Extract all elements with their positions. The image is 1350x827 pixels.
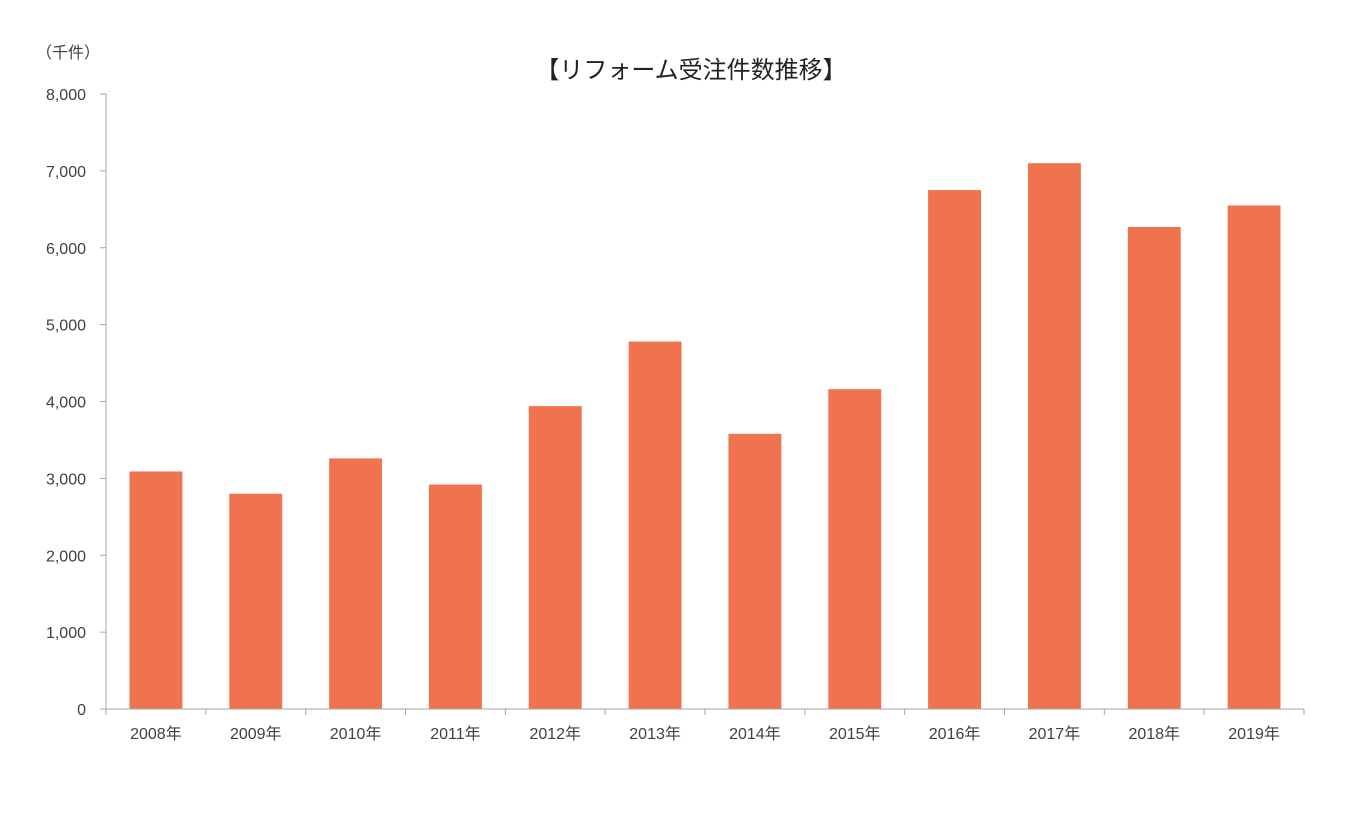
- x-tick-label: 2009年: [230, 725, 282, 743]
- x-tick-label: 2008年: [130, 725, 182, 743]
- bar-2016年: [928, 190, 982, 709]
- bar-2009年: [229, 493, 283, 709]
- x-tick-label: 2017年: [1029, 725, 1081, 743]
- bar-2019年: [1227, 205, 1281, 709]
- bar-2014年: [728, 433, 782, 709]
- x-tick-label: 2012年: [529, 725, 581, 743]
- x-tick-label: 2016年: [929, 725, 981, 743]
- y-tick-label: 1,000: [46, 625, 86, 642]
- x-tick-label: 2013年: [629, 725, 681, 743]
- x-tick-label: 2015年: [829, 725, 881, 743]
- x-tick-label: 2018年: [1128, 725, 1180, 743]
- y-axis-unit-label: （千件）: [36, 43, 100, 62]
- y-axis: 0 1,000 2,000 3,000 4,000 5,000 6,000 7,000 8,00…: [46, 87, 107, 719]
- x-tick-label: 2014年: [729, 725, 781, 743]
- bar-2018年: [1127, 226, 1181, 709]
- y-tick-label: 6,000: [46, 241, 86, 258]
- y-tick-label: 3,000: [46, 471, 86, 488]
- bar-2010年: [329, 458, 383, 709]
- bar-2012年: [528, 406, 582, 709]
- y-tick-label: 2,000: [46, 548, 86, 565]
- bar-2011年: [428, 484, 482, 709]
- y-tick-label: 8,000: [46, 87, 86, 104]
- y-tick-label: 0: [77, 702, 86, 719]
- x-tick-label: 2011年: [430, 725, 480, 743]
- chart-title: 【リフォーム受注件数推移】: [535, 56, 846, 84]
- x-axis: 2008年 2009年 2010年 2011年 2012年 2013年 2014年 2015年…: [105, 708, 1305, 743]
- bar-series: [129, 163, 1281, 709]
- y-tick-label: 7,000: [46, 164, 86, 181]
- bar-2017年: [1027, 163, 1081, 709]
- x-tick-label: 2019年: [1228, 725, 1280, 743]
- y-tick-label: 5,000: [46, 318, 86, 335]
- bar-2015年: [828, 389, 882, 709]
- x-tick-label: 2010年: [330, 725, 382, 743]
- y-tick-label: 4,000: [46, 395, 86, 412]
- bar-2008年: [129, 471, 183, 709]
- bar-2013年: [628, 341, 682, 709]
